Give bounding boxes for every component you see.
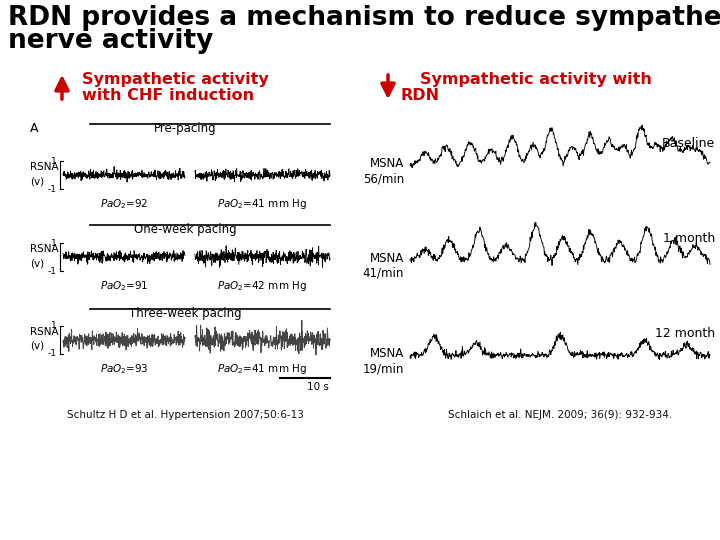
Text: -1: -1 <box>48 349 57 359</box>
Text: (v): (v) <box>30 341 44 351</box>
Text: MSNA
56/min: MSNA 56/min <box>363 157 404 185</box>
Text: Schultz H D et al. Hypertension 2007;50:6-13: Schultz H D et al. Hypertension 2007;50:… <box>66 410 303 420</box>
Text: 1: 1 <box>51 157 57 165</box>
Text: RSNA: RSNA <box>30 244 58 254</box>
Text: Sympathetic activity with: Sympathetic activity with <box>420 72 652 87</box>
Text: Schlaich et al. NEJM. 2009; 36(9): 932-934.: Schlaich et al. NEJM. 2009; 36(9): 932-9… <box>448 410 672 420</box>
Text: RDN: RDN <box>400 88 440 103</box>
Text: 10 s: 10 s <box>307 382 329 392</box>
Text: Pre-pacing: Pre-pacing <box>153 122 216 135</box>
Text: 12 month: 12 month <box>655 327 715 340</box>
Text: A: A <box>30 122 38 135</box>
Text: $PaO_2$=91: $PaO_2$=91 <box>99 279 148 293</box>
Text: $PaO_2$=93: $PaO_2$=93 <box>99 362 148 376</box>
Text: $PaO_2$=92: $PaO_2$=92 <box>100 197 148 211</box>
Text: MSNA
19/min: MSNA 19/min <box>363 347 404 375</box>
Text: Baseline: Baseline <box>662 137 715 150</box>
Text: nerve activity: nerve activity <box>8 28 213 54</box>
Text: -1: -1 <box>48 267 57 275</box>
Text: 1: 1 <box>51 239 57 247</box>
Text: 1 month: 1 month <box>662 232 715 245</box>
Text: RSNA: RSNA <box>30 162 58 172</box>
Text: $PaO_2$=42 mm Hg: $PaO_2$=42 mm Hg <box>217 279 307 293</box>
Text: RSNA: RSNA <box>30 327 58 337</box>
Text: RDN provides a mechanism to reduce sympathetic: RDN provides a mechanism to reduce sympa… <box>8 5 720 31</box>
Text: 1: 1 <box>51 321 57 330</box>
Text: Sympathetic activity: Sympathetic activity <box>82 72 269 87</box>
Text: $PaO_2$=41 mm Hg: $PaO_2$=41 mm Hg <box>217 197 307 211</box>
Text: $PaO_2$=41 mm Hg: $PaO_2$=41 mm Hg <box>217 362 307 376</box>
Text: -1: -1 <box>48 185 57 193</box>
Text: (v): (v) <box>30 176 44 186</box>
Text: One-week pacing: One-week pacing <box>134 223 236 236</box>
Text: (v): (v) <box>30 258 44 268</box>
Text: MSNA
41/min: MSNA 41/min <box>363 252 404 280</box>
Text: with CHF induction: with CHF induction <box>82 88 254 103</box>
Text: Three-week pacing: Three-week pacing <box>129 307 241 320</box>
